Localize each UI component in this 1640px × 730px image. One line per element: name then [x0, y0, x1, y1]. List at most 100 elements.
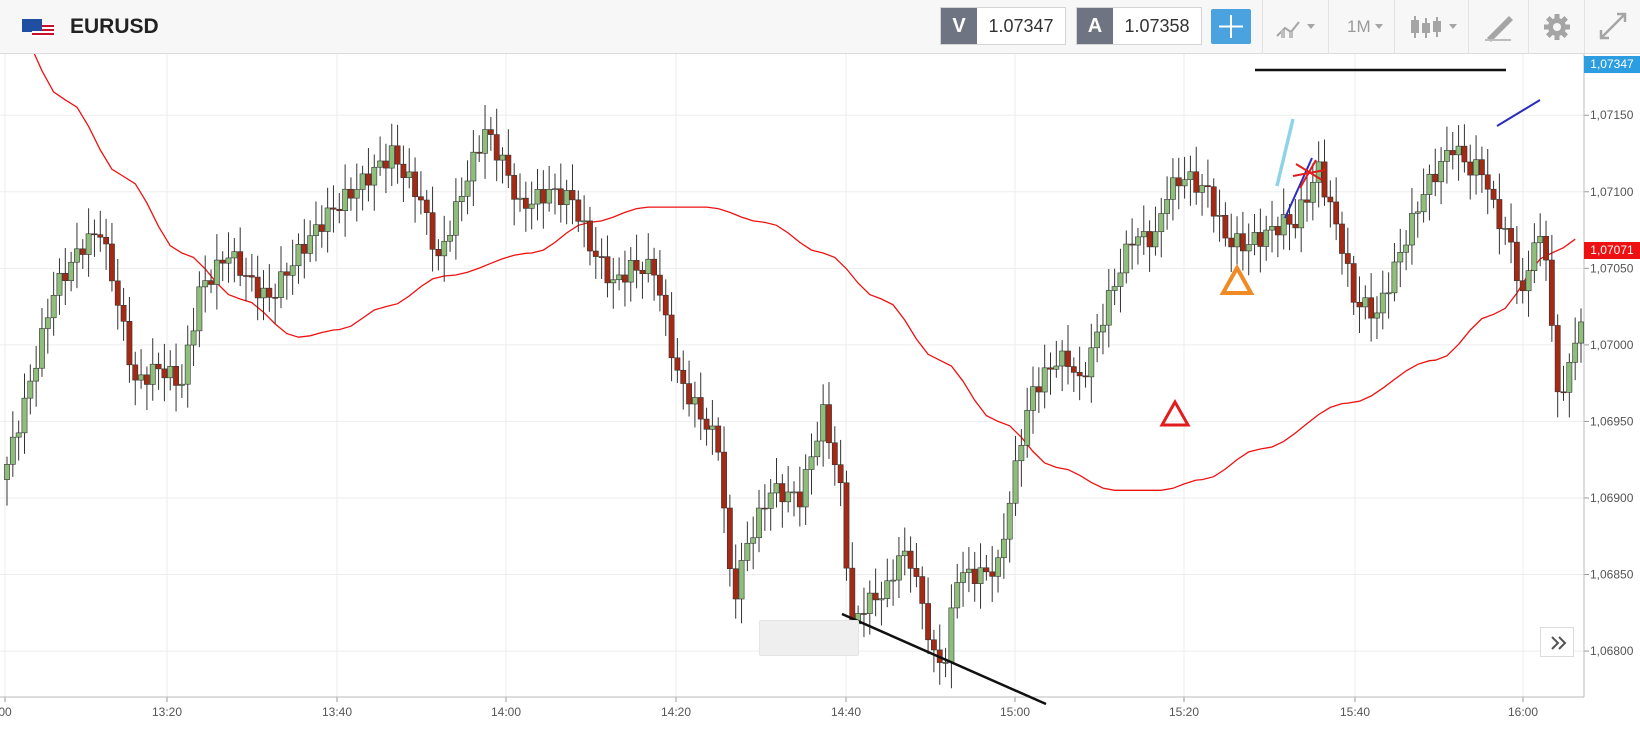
candle-up [499, 154, 506, 161]
x-tick-label: 16:00 [1508, 705, 1538, 719]
x-tick-label: 14:20 [661, 705, 691, 719]
candle-up [1374, 312, 1380, 319]
candle-down [1513, 241, 1520, 282]
candle-up [1269, 226, 1275, 231]
candle-up [447, 235, 453, 242]
candle-down [283, 271, 290, 276]
candle-up [965, 568, 972, 573]
candle-down [622, 274, 628, 283]
candle-up [295, 244, 302, 267]
candle-up [1566, 362, 1573, 393]
candle-up [342, 188, 349, 211]
light-blue-stroke[interactable] [1275, 118, 1295, 187]
settings-button[interactable] [1528, 0, 1584, 54]
sell-label: V [941, 8, 977, 44]
price-chart[interactable]: 1,07150 1,07100 1,07050 1,07000 1,06950 1,069… [0, 54, 1640, 730]
chart-type-button[interactable] [1262, 0, 1328, 54]
fullscreen-button[interactable] [1584, 0, 1640, 54]
candle-up [756, 507, 762, 539]
candle-up [225, 257, 232, 264]
candle-up [231, 251, 238, 259]
candle-down [540, 189, 547, 204]
candle-up [750, 537, 757, 544]
red-triangle-marker[interactable] [1159, 398, 1191, 427]
candle-down [843, 482, 850, 569]
scroll-right-button[interactable] [1540, 627, 1574, 657]
candle-up [1578, 321, 1584, 344]
candle-down [522, 197, 529, 209]
candle-up [1105, 290, 1112, 326]
drawing-tools-button[interactable] [1468, 0, 1528, 54]
candle-down [418, 196, 424, 201]
candle-down [592, 250, 599, 257]
gear-icon [1544, 14, 1570, 40]
candle-up [744, 542, 751, 561]
candle-down [1175, 177, 1182, 187]
support-trendline[interactable] [841, 612, 1047, 706]
candle-up [44, 317, 51, 329]
candle-up [458, 195, 465, 202]
timeframe-button[interactable]: 1M [1328, 0, 1394, 54]
candle-down [1496, 199, 1503, 230]
candle-up [767, 492, 774, 509]
sell-price-box[interactable]: V 1.07347 [940, 7, 1066, 45]
candle-up [1216, 215, 1223, 217]
candle-down [254, 276, 261, 299]
candle-up [1234, 233, 1240, 248]
candle-up [517, 197, 523, 200]
buy-price-box[interactable]: A 1.07358 [1076, 7, 1202, 45]
candle-up [353, 189, 360, 199]
candle-down [931, 639, 937, 651]
candle-up [1140, 231, 1147, 238]
candle-down [423, 199, 430, 213]
candle-down [132, 364, 139, 381]
y-tick-label: 1,06950 [1590, 414, 1634, 428]
candle-up [1018, 445, 1025, 462]
candle-down [662, 294, 669, 316]
candle-up [1426, 173, 1433, 195]
blue-stroke-2[interactable] [1496, 99, 1541, 127]
candle-up [1170, 177, 1176, 200]
y-tick-label: 1,07000 [1590, 338, 1634, 352]
candle-down [1035, 386, 1042, 393]
candle-down [1339, 223, 1345, 254]
x-tick-label: 14:00 [491, 705, 521, 719]
candle-down [726, 507, 733, 570]
red-cross-marker[interactable] [1292, 159, 1326, 189]
candle-up [190, 330, 197, 346]
candle-down [103, 236, 110, 245]
candle-up [406, 171, 413, 178]
candle-down [248, 275, 255, 278]
candle-down [1519, 280, 1526, 292]
moving-average-tag: 1,07071 [1584, 242, 1640, 259]
candle-up [890, 579, 897, 582]
candle-up [1397, 252, 1404, 263]
orange-triangle-marker[interactable] [1219, 263, 1255, 295]
candle-up [278, 271, 284, 298]
candle-down [697, 397, 704, 420]
candle-down [208, 280, 214, 285]
candle-down [1321, 161, 1328, 198]
candle-down [1129, 243, 1136, 246]
candle-down [487, 129, 494, 135]
blue-stroke-1[interactable] [1284, 157, 1313, 219]
candle-down [919, 576, 926, 604]
candle-up [1280, 214, 1287, 236]
candle-style-button[interactable] [1394, 0, 1468, 54]
candle-up [307, 235, 314, 254]
candle-up [1263, 229, 1270, 247]
candle-down [511, 175, 518, 200]
candle-down [907, 550, 914, 569]
candle-down [721, 451, 727, 509]
candle-up [1537, 235, 1544, 244]
candle-up [1111, 286, 1118, 291]
candle-up [534, 189, 541, 205]
candle-down [505, 154, 512, 176]
candle-up [56, 272, 63, 296]
candle-up [896, 555, 902, 581]
candle-down [1560, 391, 1567, 394]
crosshair-button[interactable] [1206, 0, 1256, 54]
candle-down [383, 160, 389, 169]
candle-up [260, 287, 267, 299]
candle-up [184, 344, 191, 385]
